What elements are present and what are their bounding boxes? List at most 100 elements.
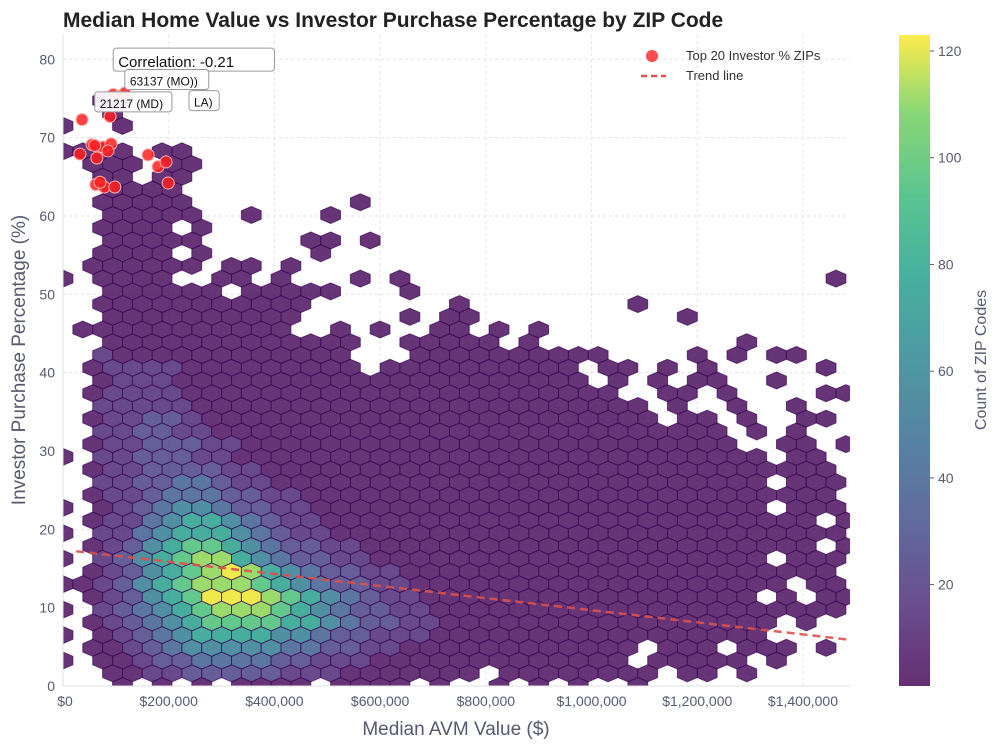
annotation-text: Correlation: -0.21	[118, 54, 234, 71]
colorbar-tick-label: 60	[938, 363, 954, 379]
hexbin-cell	[63, 651, 74, 670]
x-tick-label: $1,400,000	[768, 693, 838, 709]
legend: Top 20 Investor % ZIPs Trend line	[641, 48, 821, 83]
annotation-box	[124, 68, 210, 90]
annotation-box	[94, 91, 173, 113]
hexbin-cell	[63, 116, 74, 135]
zip-label: 21217 (MD)	[94, 91, 173, 113]
x-tick-label: $600,000	[351, 693, 410, 709]
top20-point	[75, 113, 89, 127]
hexbin-cell	[587, 345, 609, 365]
colorbar-tick-label: 20	[938, 577, 954, 593]
y-tick-label: 0	[47, 678, 55, 694]
hexbin-cell	[825, 269, 847, 288]
hexbin-cell	[320, 282, 341, 301]
zip-label: LA)	[188, 90, 220, 112]
hexbin-cell	[548, 345, 569, 365]
hexbin-cell	[359, 231, 381, 250]
hexbin-cell	[379, 358, 401, 377]
hexbin-cell	[171, 142, 193, 161]
hexbin-cell	[835, 384, 850, 403]
y-axis-label: Investor Purchase Percentage (%)	[9, 215, 30, 505]
top20-point	[141, 148, 155, 162]
hexbin-cell	[349, 269, 371, 288]
legend-label-points: Top 20 Investor % ZIPs	[686, 48, 821, 63]
annotation-text: LA)	[194, 96, 213, 110]
hexbin-cell	[300, 231, 322, 250]
legend-marker-points	[646, 50, 658, 62]
hexbin-cell	[240, 205, 262, 225]
top20-point	[101, 144, 115, 158]
hexbin-cell	[766, 371, 787, 390]
hexbin-cell	[815, 358, 837, 377]
hexbin-cell	[815, 384, 837, 403]
hexbin-cell	[785, 345, 807, 365]
legend-label-trend: Trend line	[686, 68, 743, 83]
colorbar: 20 40 60 80 100 120 Count of ZIP Codes	[899, 35, 990, 686]
colorbar-tick-label: 80	[938, 256, 954, 272]
x-tick-label: $1,200,000	[662, 693, 732, 709]
hexbin-cell	[835, 435, 850, 454]
hexbin-cell	[389, 269, 411, 288]
y-tick-label: 40	[39, 365, 55, 381]
hexbin-cell	[785, 396, 807, 415]
colorbar-tick-label: 100	[938, 150, 962, 166]
hexbin-cell	[567, 345, 589, 365]
top20-point	[108, 180, 122, 194]
hexbin-cell	[617, 358, 639, 377]
hexbin-cell	[627, 396, 649, 415]
colorbar-label: Count of ZIP Codes	[973, 290, 990, 430]
y-tick-label: 70	[39, 130, 55, 146]
y-tick-label: 60	[39, 208, 55, 224]
hexbin-cell	[676, 307, 698, 326]
colorbar-gradient	[899, 35, 930, 686]
hexbin-cell	[696, 409, 718, 428]
hexbin-cell	[815, 409, 837, 428]
hexbin-cell	[815, 638, 837, 657]
x-tick-label: $1,000,000	[557, 693, 627, 709]
top20-point	[93, 175, 107, 189]
hexbin-cell	[399, 307, 421, 326]
hexbin-cell	[627, 295, 649, 314]
hexbin-cell	[63, 447, 74, 466]
hexbin-cell	[330, 320, 351, 339]
hexbin-cell	[63, 524, 74, 543]
hexbin-cell	[528, 320, 550, 339]
hexbin-cell	[300, 333, 322, 352]
hexbin-cell	[280, 256, 302, 275]
hexbin-cell	[449, 295, 470, 314]
hexbin-cell	[63, 269, 74, 288]
colorbar-tick-label: 120	[938, 43, 962, 59]
y-tick-label: 10	[39, 600, 55, 616]
hexbin-cell	[320, 205, 341, 225]
axes: $0 $200,000 $400,000 $600,000 $800,000 $1,000…	[39, 35, 850, 709]
hexbin-cell	[766, 345, 787, 365]
top20-point	[88, 138, 102, 152]
hexbin-cell	[349, 193, 371, 212]
hexbin-cell	[63, 600, 74, 619]
top20-point	[90, 151, 104, 165]
hexbin-cell	[63, 549, 74, 568]
hexbin-cell	[72, 320, 94, 339]
x-tick-label: $800,000	[457, 693, 516, 709]
hexbin-cell	[488, 320, 510, 339]
hexbin-cell	[221, 256, 242, 275]
hexbin-cell	[776, 638, 797, 657]
hexbin-cells	[63, 91, 850, 686]
annotation-text: 63137 (MO))	[130, 74, 198, 88]
hexbin-cell	[240, 256, 262, 275]
top20-point	[161, 176, 175, 190]
y-tick-label: 80	[39, 51, 55, 67]
y-tick-label: 50	[39, 286, 55, 302]
colorbar-tick-label: 40	[938, 470, 954, 486]
annotation-text: 21217 (MD)	[100, 97, 163, 111]
x-axis-label: Median AVM Value ($)	[362, 719, 549, 740]
x-tick-label: $200,000	[140, 693, 199, 709]
hexbin-cell	[736, 333, 758, 352]
annotation-box	[188, 90, 220, 112]
top20-point	[159, 155, 173, 169]
top20-points-layer	[73, 86, 175, 194]
x-tick-label: $0	[57, 693, 73, 709]
hexbin-cell	[300, 282, 322, 301]
